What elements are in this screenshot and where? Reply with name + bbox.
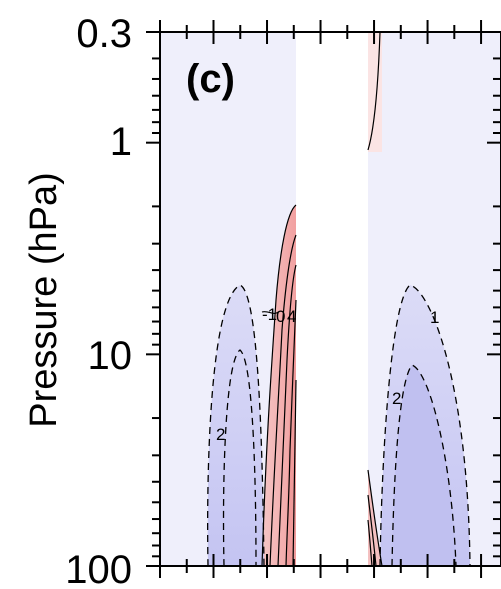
contour-label-group: 2 1 2 -1 0 4 bbox=[216, 305, 439, 444]
contour-label: 2 bbox=[216, 425, 225, 444]
contour-label: -1 bbox=[262, 305, 277, 324]
contour-label: 1 bbox=[430, 308, 439, 327]
contour-zero-tail bbox=[261, 311, 279, 314]
contour-pos-right-top bbox=[367, 32, 381, 151]
y-tick-label: 1 bbox=[110, 120, 132, 164]
contour-label: 0 bbox=[276, 307, 285, 326]
contour-pos-1 bbox=[261, 204, 297, 566]
masked-band bbox=[296, 32, 368, 566]
contour-pos-4 bbox=[285, 299, 297, 566]
y-axis-title: Pressure (hPa) bbox=[23, 172, 65, 428]
contour-pos-5 bbox=[292, 379, 297, 566]
contour-pos-2 bbox=[269, 234, 297, 566]
y-tick-label: 100 bbox=[65, 548, 132, 589]
contour-label: 2 bbox=[392, 389, 401, 408]
contour-pos-right-b2 bbox=[367, 494, 377, 566]
contour-neg-left-outer bbox=[206, 284, 265, 566]
plot-frame bbox=[159, 31, 501, 567]
y-tick-label: 0.3 bbox=[76, 12, 132, 56]
plot-area bbox=[160, 32, 501, 566]
y-tick-labels: 0.3 1 10 100 bbox=[65, 12, 132, 589]
y-tick-label: 10 bbox=[88, 334, 133, 378]
negative-fill-right-core bbox=[392, 365, 456, 566]
negative-fill-left bbox=[207, 285, 264, 566]
contour-label: 4 bbox=[287, 307, 296, 326]
contour-pos-right-b3 bbox=[367, 519, 373, 566]
panel-label: (c) bbox=[186, 57, 235, 101]
contour-pos-3 bbox=[277, 264, 297, 566]
axis-ticks bbox=[146, 20, 501, 578]
contour-neg-right-inner bbox=[391, 364, 457, 566]
contour-neg-left-inner bbox=[222, 349, 257, 566]
contour-pos-right-b1 bbox=[367, 469, 383, 566]
positive-fill-right-bottom bbox=[368, 470, 382, 566]
positive-fill-right-top bbox=[368, 32, 382, 152]
